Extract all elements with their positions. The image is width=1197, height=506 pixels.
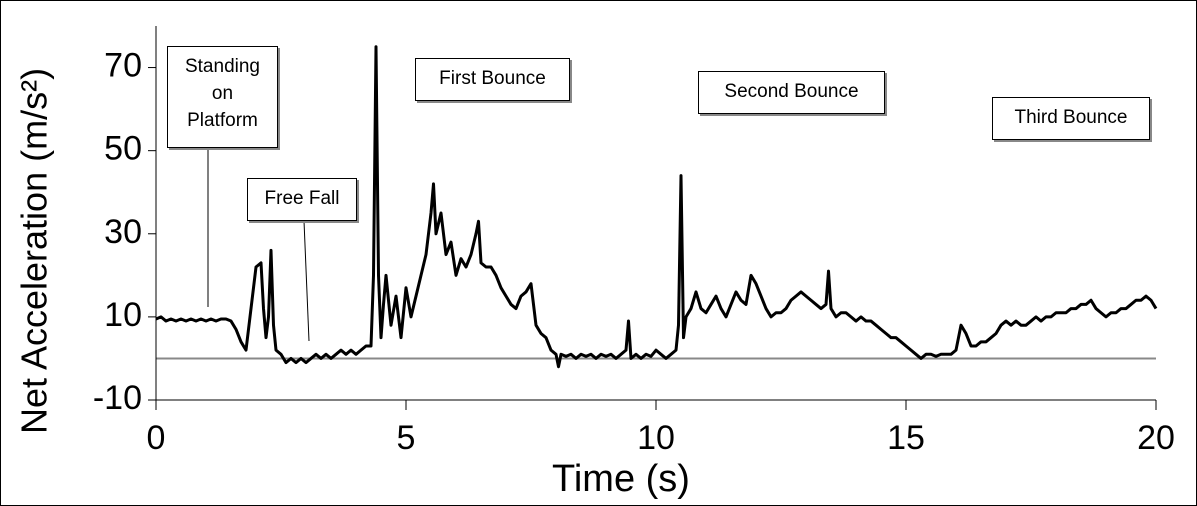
y-axis-label: Net Acceleration (m/s²) bbox=[14, 68, 55, 434]
x-tick-label: 5 bbox=[397, 419, 416, 457]
x-tick-label: 0 bbox=[147, 419, 166, 457]
annotation: Free Fall bbox=[247, 178, 357, 221]
annotation: Third Bounce bbox=[992, 97, 1150, 140]
annotation: Second Bounce bbox=[698, 71, 885, 114]
leader-line bbox=[303, 220, 310, 342]
x-axis-label: Time (s) bbox=[552, 458, 690, 500]
data-line bbox=[155, 45, 1158, 369]
y-tick-label: 70 bbox=[104, 47, 142, 85]
x-tick-label: 20 bbox=[1137, 419, 1175, 457]
annotation: Standing on Platform bbox=[167, 46, 278, 148]
y-tick-label: -10 bbox=[93, 379, 142, 417]
y-tick-label: 50 bbox=[104, 130, 142, 168]
y-tick-label: 10 bbox=[104, 296, 142, 334]
annotation: First Bounce bbox=[415, 58, 570, 101]
x-tick-label: 15 bbox=[887, 419, 925, 457]
y-tick-label: 30 bbox=[104, 213, 142, 251]
x-tick-label: 10 bbox=[637, 419, 675, 457]
